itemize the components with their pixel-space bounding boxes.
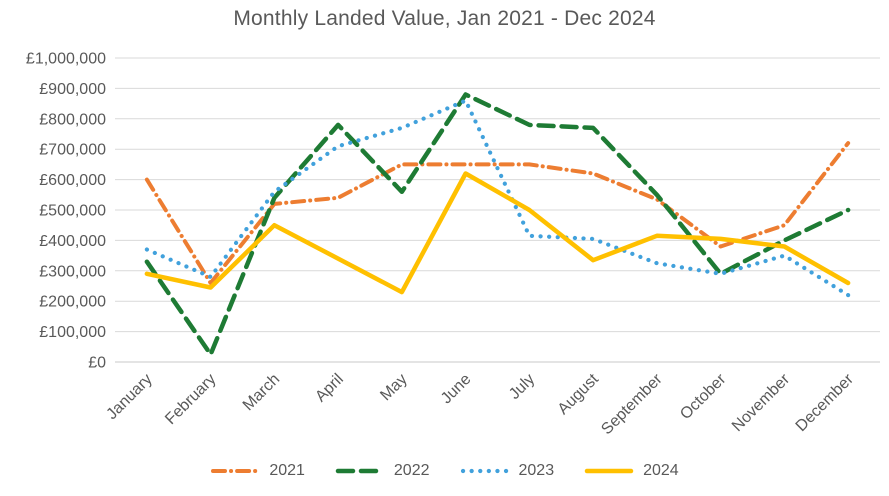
x-axis-label: June [438,371,475,408]
y-axis-tick-label: £800,000 [39,111,106,128]
y-axis-tick-label: £500,000 [39,203,106,220]
chart-title: Monthly Landed Value, Jan 2021 - Dec 202… [233,7,656,30]
x-axis-label: September [598,370,666,438]
y-axis-tick-label: £200,000 [39,294,106,311]
x-axis-label: October [677,370,730,423]
y-axis-tick-label: £1,000,000 [26,51,106,68]
y-axis-tick-label: £400,000 [39,233,106,250]
y-axis-tick-label: £100,000 [39,324,106,341]
x-axis-label: April [312,371,347,406]
x-axis-label: December [793,370,858,435]
x-axis-label: August [555,370,603,418]
legend-label: 2023 [518,462,555,479]
x-axis-label: July [506,371,538,403]
legend-line-sample [211,469,260,473]
x-axis-label: March [240,371,283,414]
legend-line-sample [460,468,509,474]
x-axis-label: November [729,370,794,435]
legend-line-sample [335,468,385,474]
legend-label: 2022 [393,462,430,479]
x-axis-label: May [377,371,410,404]
y-axis-tick-label: £700,000 [39,142,106,159]
legend-item-2024: 2024 [584,462,679,480]
series-line-2022 [144,92,851,357]
legend-item-2021: 2021 [210,462,305,480]
y-axis-tick-label: £600,000 [39,172,106,189]
legend-label: 2021 [269,462,305,479]
series-line-2021 [144,141,851,285]
legend-item-2023: 2023 [460,462,555,480]
plot-area: £1,000,000 £900,000 £800,000 £700,000 £600,0… [26,51,880,438]
y-axis-tick-label: £0 [88,355,106,372]
legend-item-2022: 2022 [335,462,430,480]
legend-label: 2024 [643,462,679,479]
x-axis-label: January [103,371,155,423]
series-line-2024 [144,171,851,295]
x-axis-label: February [162,371,219,428]
y-axis-tick-label: £300,000 [39,263,106,280]
series-line-2023 [144,98,851,298]
legend: 2021 2022 2023 2024 [0,462,889,480]
y-axis-tick-label: £900,000 [39,81,106,98]
legend-line-sample [584,468,634,474]
